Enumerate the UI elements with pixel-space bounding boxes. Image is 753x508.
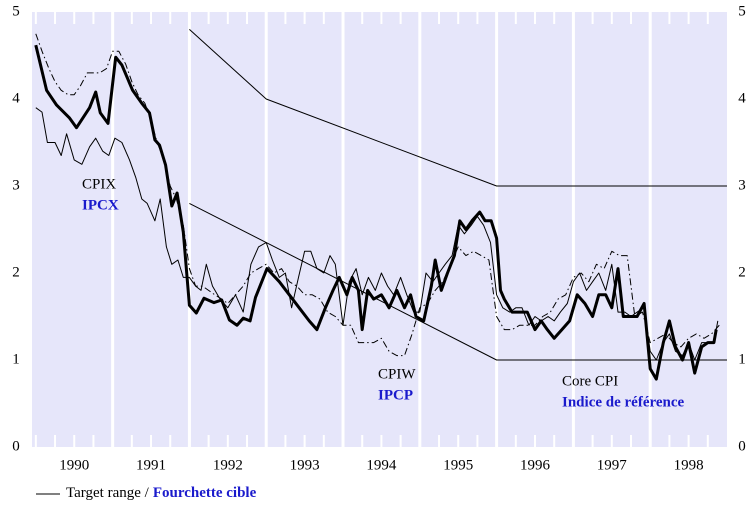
- y-tick-label: 2: [12, 264, 20, 280]
- x-tick-label: 1995: [443, 457, 473, 473]
- y2-tick-label: 3: [738, 177, 746, 193]
- x-tick-label: 1996: [520, 457, 551, 473]
- series-label-fr: IPCP: [378, 387, 413, 403]
- y-tick-label: 3: [12, 177, 20, 193]
- y2-tick-label: 0: [738, 438, 746, 454]
- x-tick-label: 1997: [597, 457, 628, 473]
- series-line: [35, 107, 719, 361]
- series-label-fr: Indice de référence: [562, 394, 685, 410]
- series-label-fr: IPCX: [82, 197, 119, 213]
- y2-tick-label: 2: [738, 264, 746, 280]
- legend-name: Target range /: [66, 485, 150, 501]
- series-line: [35, 33, 720, 357]
- target-upper: [189, 29, 727, 187]
- y2-tick-label: 5: [738, 3, 746, 19]
- x-tick-label: 1990: [59, 457, 89, 473]
- y-tick-label: 0: [12, 438, 20, 454]
- y2-tick-label: 4: [738, 90, 746, 106]
- y-tick-label: 5: [12, 3, 20, 19]
- legend-name-fr: Fourchette cible: [153, 485, 257, 501]
- x-tick-label: 1991: [136, 457, 166, 473]
- x-tick-label: 1994: [366, 457, 397, 473]
- x-tick-label: 1992: [213, 457, 243, 473]
- legend-label: Target range / Fourchette cible: [66, 485, 257, 501]
- x-tick-label: 1993: [290, 457, 320, 473]
- series-label: Core CPI: [562, 373, 618, 389]
- y2-tick-label: 1: [738, 351, 746, 367]
- series-label: CPIW: [378, 366, 416, 382]
- series-label: CPIX: [82, 176, 116, 192]
- y-tick-label: 1: [12, 351, 20, 367]
- y-tick-label: 4: [12, 90, 20, 106]
- x-tick-label: 1998: [674, 457, 704, 473]
- plot-background: [32, 12, 727, 447]
